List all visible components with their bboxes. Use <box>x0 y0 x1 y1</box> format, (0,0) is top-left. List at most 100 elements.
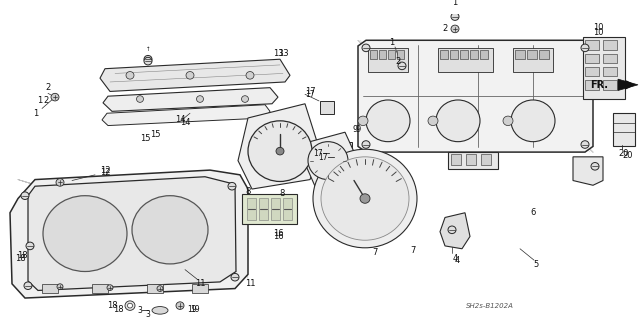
Circle shape <box>591 162 599 170</box>
Circle shape <box>503 116 513 126</box>
Text: 12: 12 <box>100 166 110 174</box>
Text: 16: 16 <box>273 232 284 241</box>
Circle shape <box>321 157 409 240</box>
Text: 1: 1 <box>389 38 395 47</box>
Polygon shape <box>100 59 290 92</box>
Text: 10: 10 <box>593 24 604 33</box>
Bar <box>42 284 58 293</box>
Text: 2: 2 <box>442 24 447 33</box>
Text: 2: 2 <box>45 83 51 92</box>
Polygon shape <box>573 157 603 185</box>
Text: 7: 7 <box>372 248 378 257</box>
Circle shape <box>581 141 589 148</box>
Circle shape <box>428 116 438 126</box>
Text: 11: 11 <box>195 279 205 288</box>
Bar <box>451 154 461 165</box>
Text: 8: 8 <box>245 187 251 197</box>
Circle shape <box>308 142 348 180</box>
Bar <box>603 54 617 63</box>
Text: 7: 7 <box>410 246 416 255</box>
Text: 2: 2 <box>396 56 401 66</box>
Bar <box>440 50 448 59</box>
Circle shape <box>511 100 555 142</box>
Text: 9: 9 <box>355 125 360 134</box>
Circle shape <box>125 301 135 310</box>
Text: 10: 10 <box>593 28 604 37</box>
Circle shape <box>241 96 248 102</box>
Text: 18: 18 <box>15 254 26 263</box>
Text: 17: 17 <box>305 87 316 96</box>
Bar <box>448 152 498 169</box>
Text: 5: 5 <box>533 260 539 269</box>
Circle shape <box>362 44 370 52</box>
Circle shape <box>136 96 143 102</box>
Text: 19: 19 <box>190 305 200 314</box>
Bar <box>271 197 280 220</box>
Circle shape <box>144 56 152 63</box>
Bar <box>320 101 334 114</box>
Bar <box>397 50 404 59</box>
Bar <box>460 50 468 59</box>
Bar <box>470 50 478 59</box>
Bar <box>603 40 617 50</box>
Text: 1: 1 <box>37 96 43 105</box>
Text: 18: 18 <box>113 305 124 314</box>
Ellipse shape <box>132 196 208 264</box>
Bar <box>603 67 617 76</box>
Circle shape <box>24 282 32 290</box>
Bar <box>603 80 617 90</box>
Bar <box>527 50 537 59</box>
Circle shape <box>26 242 34 250</box>
Circle shape <box>231 273 239 281</box>
Circle shape <box>21 192 29 199</box>
Bar <box>583 37 625 99</box>
Text: 16: 16 <box>273 229 284 238</box>
Bar <box>368 48 408 71</box>
Bar <box>515 50 525 59</box>
Polygon shape <box>305 132 358 186</box>
Bar <box>613 113 635 146</box>
Bar <box>370 50 377 59</box>
Ellipse shape <box>152 307 168 314</box>
Bar <box>340 142 352 153</box>
Bar <box>585 40 599 50</box>
Circle shape <box>366 100 410 142</box>
Polygon shape <box>102 105 270 126</box>
Bar <box>147 284 163 293</box>
Text: SH2s-B1202A: SH2s-B1202A <box>466 303 514 308</box>
Polygon shape <box>618 79 638 91</box>
Bar <box>283 197 292 220</box>
Bar <box>585 54 599 63</box>
Text: 15: 15 <box>150 130 160 138</box>
Polygon shape <box>440 213 470 249</box>
Bar <box>585 67 599 76</box>
Text: 6: 6 <box>531 208 536 217</box>
Circle shape <box>276 147 284 155</box>
Text: 8: 8 <box>279 189 285 198</box>
Text: 20: 20 <box>619 150 629 159</box>
Circle shape <box>451 25 459 33</box>
Circle shape <box>248 121 312 182</box>
Text: 17—: 17— <box>317 153 335 162</box>
Text: 17: 17 <box>305 90 315 99</box>
Bar <box>388 50 395 59</box>
Bar <box>513 48 553 71</box>
Circle shape <box>228 182 236 190</box>
Text: 3: 3 <box>145 310 150 319</box>
Bar <box>481 154 491 165</box>
Bar <box>247 197 256 220</box>
Text: 13: 13 <box>278 49 288 58</box>
Text: 9: 9 <box>353 125 358 134</box>
Text: 19: 19 <box>187 305 197 314</box>
Text: 11: 11 <box>244 279 255 288</box>
Text: 18: 18 <box>108 301 118 310</box>
Text: 4: 4 <box>454 256 460 265</box>
Polygon shape <box>28 177 236 291</box>
Text: 3—: 3— <box>138 306 150 315</box>
Circle shape <box>51 93 59 101</box>
Circle shape <box>451 13 459 20</box>
Bar <box>92 284 108 293</box>
Bar <box>242 194 297 224</box>
Bar <box>438 48 493 71</box>
Text: 18: 18 <box>17 251 28 260</box>
